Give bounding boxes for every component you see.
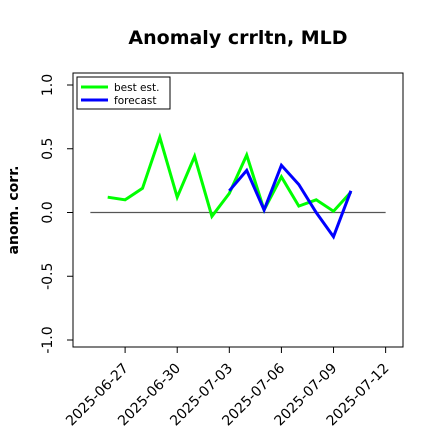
legend: best est.forecast bbox=[76, 76, 171, 110]
plot-frame bbox=[72, 72, 404, 348]
y-axis: -1.0 -0.5 0.0 0.5 1.0 bbox=[40, 74, 73, 354]
y-tick-label: 0.5 bbox=[40, 138, 56, 160]
legend-label: forecast bbox=[114, 95, 156, 107]
y-tick-label: 1.0 bbox=[40, 74, 56, 96]
series-group bbox=[107, 132, 353, 240]
x-axis: 2025-06-272025-06-302025-07-032025-07-06… bbox=[63, 347, 392, 429]
chart-title: Anomaly crrltn, MLD bbox=[128, 27, 347, 49]
y-tick-label: 0.0 bbox=[40, 201, 56, 223]
series-line-best-estimate bbox=[107, 132, 353, 220]
y-tick-label: -0.5 bbox=[40, 263, 56, 290]
series-line-forecast bbox=[228, 162, 353, 240]
legend-box bbox=[76, 76, 171, 110]
y-axis-label: anom. corr. bbox=[6, 166, 22, 255]
y-tick-label: -1.0 bbox=[40, 326, 56, 353]
legend-label: best est. bbox=[114, 82, 159, 94]
